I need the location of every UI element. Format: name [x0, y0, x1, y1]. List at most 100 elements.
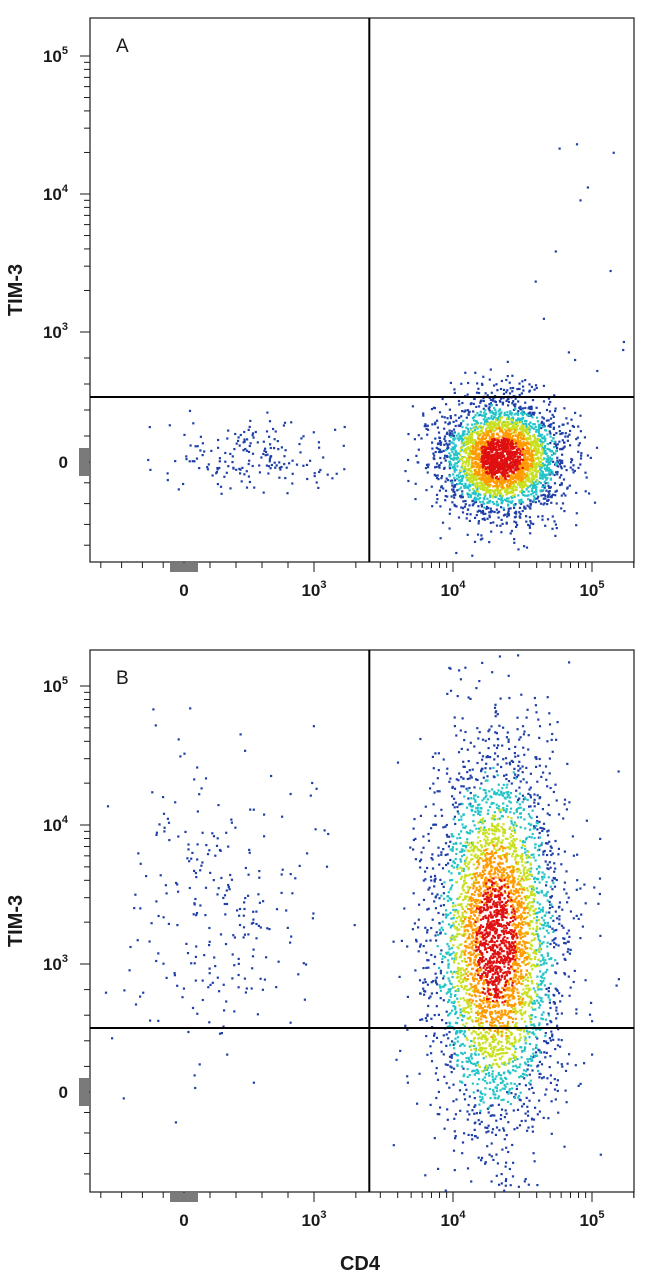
event-dot — [528, 805, 531, 808]
event-dot — [439, 456, 442, 460]
event-dot — [433, 879, 436, 882]
event-dot — [453, 496, 456, 499]
event-dot — [507, 404, 510, 407]
event-dot — [520, 484, 524, 487]
event-dot — [452, 442, 455, 445]
event-dot — [558, 918, 561, 921]
event-dot — [502, 783, 505, 786]
event-dot — [451, 846, 454, 849]
event-dot — [537, 438, 540, 441]
event-dot — [428, 886, 431, 889]
event-dot — [496, 466, 499, 469]
event-dot — [539, 482, 542, 485]
event-dot — [442, 904, 445, 907]
event-dot — [546, 968, 549, 971]
event-dot — [572, 917, 575, 920]
event-dot — [407, 433, 410, 436]
event-dot — [485, 423, 488, 426]
event-dot — [452, 473, 455, 476]
event-dot — [215, 470, 218, 474]
event-dot — [231, 455, 234, 458]
event-dot — [553, 877, 556, 880]
event-dot — [489, 1097, 492, 1100]
event-dot — [444, 499, 447, 502]
event-dot — [242, 449, 245, 452]
event-dot — [585, 819, 588, 822]
event-dot — [550, 1030, 553, 1033]
event-dot — [519, 486, 522, 489]
event-dot — [467, 435, 470, 438]
event-dot — [521, 509, 524, 513]
event-dot — [494, 424, 497, 427]
event-dot — [239, 733, 242, 736]
event-dot — [532, 449, 535, 452]
event-dot — [530, 479, 533, 482]
event-dot — [546, 463, 550, 466]
event-dot — [298, 864, 301, 867]
event-dot — [472, 442, 475, 445]
event-dot — [419, 866, 422, 869]
event-dot — [510, 759, 513, 762]
event-dot — [555, 443, 558, 446]
event-dot — [442, 487, 445, 490]
event-dot — [439, 505, 442, 508]
event-dot — [449, 1044, 452, 1047]
event-dot — [519, 736, 522, 739]
event-dot — [527, 523, 530, 526]
event-dot — [549, 442, 552, 445]
event-dot — [426, 424, 429, 427]
event-dot — [547, 996, 550, 999]
event-dot — [538, 764, 541, 767]
event-dot — [559, 465, 563, 468]
event-dot — [471, 554, 474, 557]
event-dot — [542, 422, 545, 425]
event-dot — [467, 411, 471, 414]
event-dot — [438, 466, 441, 469]
event-dot — [414, 498, 417, 501]
event-dot — [474, 799, 477, 802]
event-dot — [450, 1040, 454, 1043]
event-dot — [502, 1080, 505, 1083]
event-dot — [548, 813, 551, 817]
event-dot — [312, 431, 315, 434]
event-dot — [453, 1067, 456, 1070]
event-dot — [518, 393, 521, 396]
event-dot — [452, 1149, 456, 1152]
event-dot — [516, 477, 519, 480]
event-dot — [518, 797, 521, 800]
event-dot — [436, 945, 439, 948]
event-dot — [517, 654, 520, 657]
event-dot — [448, 443, 451, 446]
event-dot — [508, 422, 511, 425]
event-dot — [504, 490, 507, 494]
event-dot — [428, 997, 431, 1000]
event-dot — [450, 441, 453, 444]
event-dot — [463, 826, 466, 829]
event-dot — [481, 441, 484, 444]
event-dot — [470, 450, 474, 453]
event-dot — [567, 948, 570, 951]
event-dot — [493, 493, 496, 496]
event-dot — [435, 991, 438, 995]
event-dot — [487, 484, 490, 487]
event-dot — [476, 427, 479, 430]
event-dot — [525, 1070, 528, 1073]
event-dot — [535, 406, 538, 409]
event-dot — [183, 752, 186, 755]
event-dot — [193, 869, 196, 872]
event-dot — [489, 767, 492, 770]
event-dot — [550, 1100, 553, 1103]
event-dot — [523, 435, 526, 438]
event-dot — [436, 476, 439, 480]
event-dot — [242, 936, 245, 939]
event-dot — [490, 1142, 493, 1145]
event-dot — [511, 419, 514, 422]
event-dot — [505, 1178, 508, 1181]
event-dot — [534, 384, 538, 387]
event-dot — [515, 419, 518, 422]
event-dot — [535, 1035, 538, 1039]
event-dot — [506, 441, 509, 444]
event-dot — [498, 655, 501, 658]
event-dot — [493, 442, 496, 445]
event-dot — [478, 486, 482, 490]
